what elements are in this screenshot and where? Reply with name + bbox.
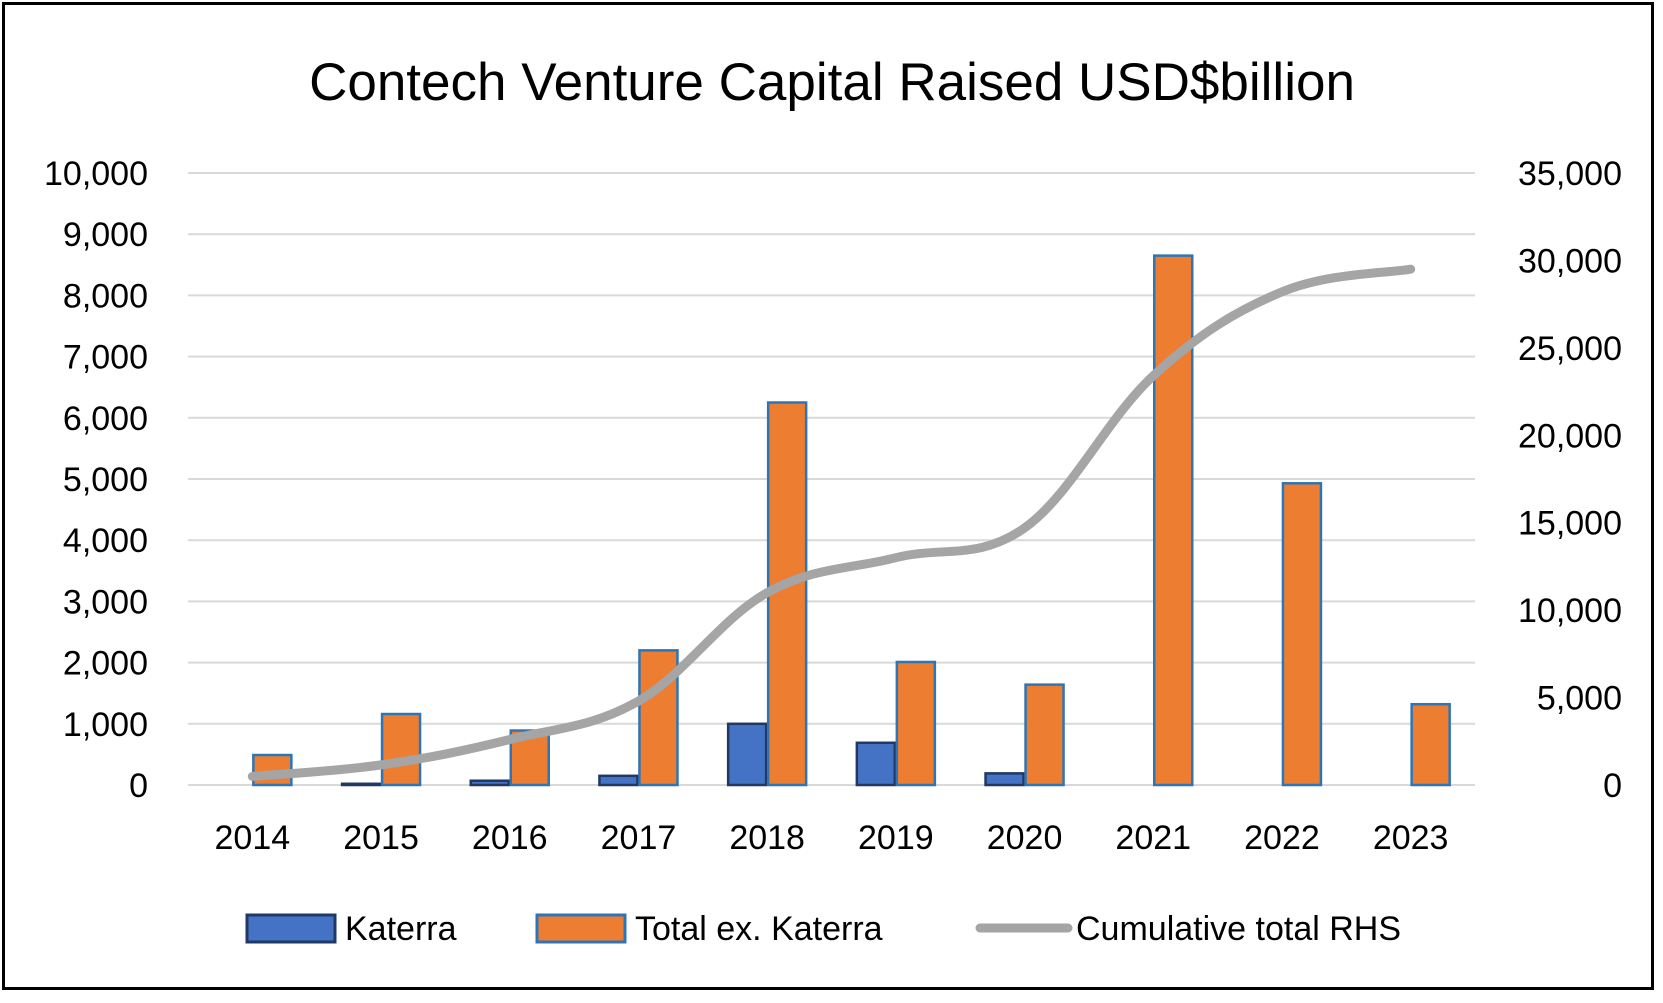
left-axis-tick-label: 8,000	[63, 277, 148, 315]
bar-total-ex-katerra	[895, 660, 937, 787]
bar-katerra	[984, 772, 1025, 787]
legend-label-total-ex-katerra: Total ex. Katerra	[635, 910, 883, 948]
bar-total-ex-katerra	[1410, 702, 1451, 787]
right-axis-tick-label: 25,000	[1518, 330, 1622, 368]
bar-total-ex-katerra	[1024, 683, 1065, 787]
bars	[252, 254, 1451, 787]
left-axis-tick-label: 5,000	[63, 461, 148, 499]
cumulative-line-layer	[247, 264, 1416, 781]
left-axis-tick-label: 7,000	[63, 339, 148, 377]
right-axis-tick-label: 20,000	[1518, 417, 1622, 455]
right-axis-tick-label: 10,000	[1518, 592, 1622, 630]
left-axis: 0 1,000 2,000 3,000 4,000 5,000 6,000 7,000 8,00…	[44, 155, 148, 805]
x-axis-tick-label: 2017	[601, 819, 677, 857]
cumulative-total-line	[247, 264, 1416, 781]
left-axis-tick-label: 6,000	[63, 400, 148, 438]
left-axis-tick-label: 1,000	[63, 706, 148, 744]
bar-total-ex-katerra	[1281, 482, 1323, 787]
legend-label-cumulative: Cumulative total RHS	[1076, 910, 1401, 948]
right-axis-tick-label: 5,000	[1537, 680, 1622, 718]
left-axis-tick-label: 2,000	[63, 645, 148, 683]
right-axis: 0 5,000 10,000 15,000 20,000 25,000 30,000 35,0…	[1518, 155, 1622, 805]
legend-swatch-total-ex-katerra	[535, 913, 627, 944]
bar-total-ex-katerra	[1153, 254, 1194, 787]
bar-total-ex-katerra	[380, 712, 422, 787]
x-axis-tick-label: 2021	[1115, 819, 1191, 857]
left-axis-tick-label: 0	[129, 767, 148, 805]
bar-katerra	[598, 774, 639, 787]
legend-label-katerra: Katerra	[345, 910, 457, 948]
bar-katerra	[469, 779, 510, 787]
right-axis-tick-label: 0	[1603, 767, 1622, 805]
x-axis-tick-label: 2020	[987, 819, 1063, 857]
right-axis-tick-label: 15,000	[1518, 505, 1622, 543]
bar-katerra	[726, 722, 768, 787]
chart-title: Contech Venture Capital Raised USD$billi…	[309, 53, 1355, 112]
x-axis-tick-label: 2023	[1373, 819, 1449, 857]
x-axis-tick-label: 2014	[215, 819, 291, 857]
x-axis-tick-label: 2018	[729, 819, 805, 857]
left-axis-tick-label: 10,000	[44, 155, 148, 193]
x-axis-tick-label: 2019	[858, 819, 934, 857]
right-axis-tick-label: 35,000	[1518, 155, 1622, 193]
legend-swatch-katerra	[245, 913, 337, 944]
x-axis-tick-label: 2022	[1244, 819, 1320, 857]
bar-katerra	[855, 741, 897, 787]
x-axis-tick-label: 2015	[343, 819, 419, 857]
left-axis-tick-label: 9,000	[63, 216, 148, 254]
right-axis-tick-label: 30,000	[1518, 242, 1622, 280]
x-axis: 2014 2015 2016 2017 2018 2019 2020 2021 2022 2023	[215, 819, 1449, 857]
legend: Katerra Total ex. Katerra Cumulative tot…	[245, 910, 1401, 948]
left-axis-tick-label: 3,000	[63, 583, 148, 621]
chart-frame	[2, 2, 1654, 990]
left-axis-tick-label: 4,000	[63, 522, 148, 560]
x-axis-tick-label: 2016	[472, 819, 548, 857]
bar-katerra	[340, 782, 382, 787]
